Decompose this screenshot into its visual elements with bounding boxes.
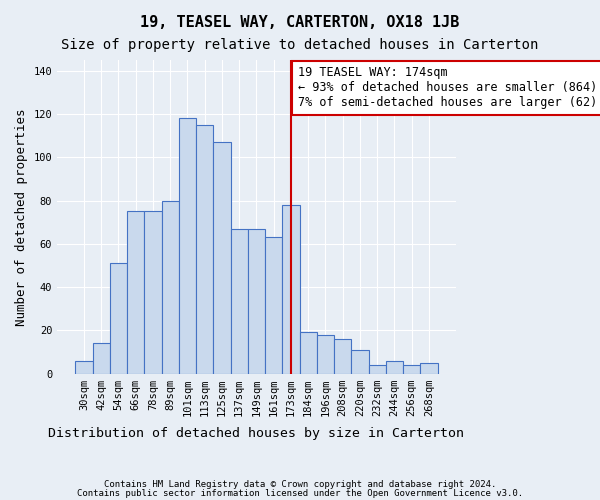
Bar [110,264,127,374]
Bar [403,365,421,374]
Bar [213,142,230,374]
Bar [144,212,161,374]
Bar [283,205,299,374]
Text: Contains HM Land Registry data © Crown copyright and database right 2024.: Contains HM Land Registry data © Crown c… [104,480,496,489]
Y-axis label: Number of detached properties: Number of detached properties [15,108,28,326]
Bar [368,365,386,374]
Text: Contains public sector information licensed under the Open Government Licence v3: Contains public sector information licen… [77,488,523,498]
Bar [179,118,196,374]
Bar [75,360,92,374]
Bar [92,344,110,374]
Bar [352,350,368,374]
Bar [161,200,179,374]
Bar [127,212,144,374]
Bar [230,228,248,374]
Bar [265,238,283,374]
Text: 19, TEASEL WAY, CARTERTON, OX18 1JB: 19, TEASEL WAY, CARTERTON, OX18 1JB [140,15,460,30]
Bar [421,362,437,374]
Bar [248,228,265,374]
Bar [386,360,403,374]
Text: 19 TEASEL WAY: 174sqm
← 93% of detached houses are smaller (864)
7% of semi-deta: 19 TEASEL WAY: 174sqm ← 93% of detached … [298,66,600,110]
Bar [196,125,213,374]
Bar [299,332,317,374]
Bar [334,339,352,374]
Text: Size of property relative to detached houses in Carterton: Size of property relative to detached ho… [61,38,539,52]
Bar [317,334,334,374]
X-axis label: Distribution of detached houses by size in Carterton: Distribution of detached houses by size … [49,427,464,440]
